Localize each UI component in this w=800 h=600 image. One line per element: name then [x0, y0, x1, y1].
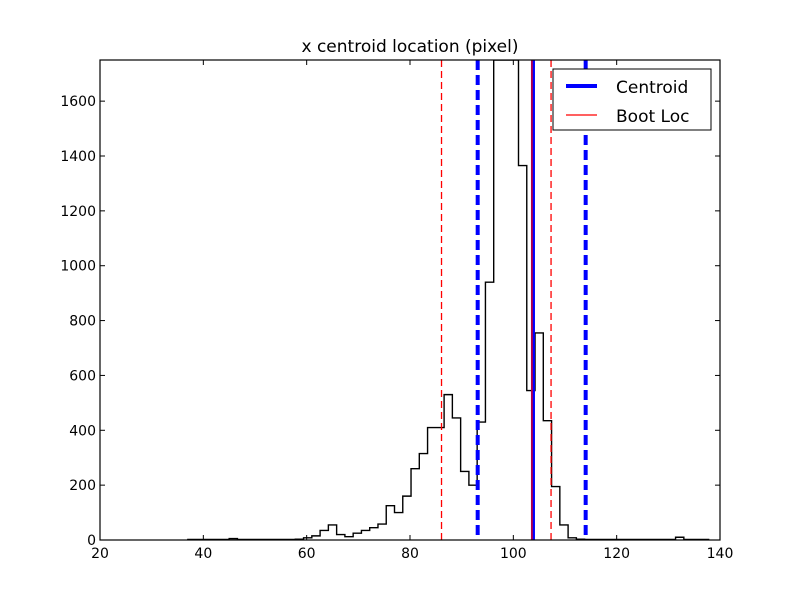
x-axis: 20 40 60 80 100 120 140: [91, 60, 733, 562]
chart-title: x centroid location (pixel): [302, 37, 519, 57]
y-tick-label: 400: [69, 423, 96, 439]
y-tick-label: 1000: [60, 259, 96, 275]
legend-label-boot-loc: Boot Loc: [616, 107, 689, 127]
y-axis: 0 200 400 600 800 1000 1200 1400 1600: [60, 94, 720, 549]
y-tick-label: 800: [69, 314, 96, 330]
legend-label-centroid: Centroid: [616, 78, 688, 98]
legend-box: [552, 68, 712, 131]
x-tick-label: 60: [298, 546, 316, 562]
x-tick-label: 100: [500, 546, 527, 562]
y-tick-label: 1200: [60, 204, 96, 220]
y-tick-label: 1600: [60, 94, 96, 110]
x-tick-label: 40: [194, 546, 212, 562]
y-tick-label: 200: [69, 478, 96, 494]
legend: Centroid Boot Loc: [552, 68, 712, 131]
y-tick-label: 0: [87, 533, 96, 549]
y-tick-label: 600: [69, 368, 96, 384]
x-tick-label: 80: [401, 546, 419, 562]
y-tick-label: 1400: [60, 149, 96, 165]
x-tick-label: 120: [603, 546, 630, 562]
x-tick-label: 20: [91, 546, 109, 562]
reference-lines: [440, 60, 588, 540]
x-tick-label: 140: [707, 546, 734, 562]
plot-area: 20 40 60 80 100 120 140 0 200 400 600 800 1000 1200 1…: [60, 59, 733, 562]
